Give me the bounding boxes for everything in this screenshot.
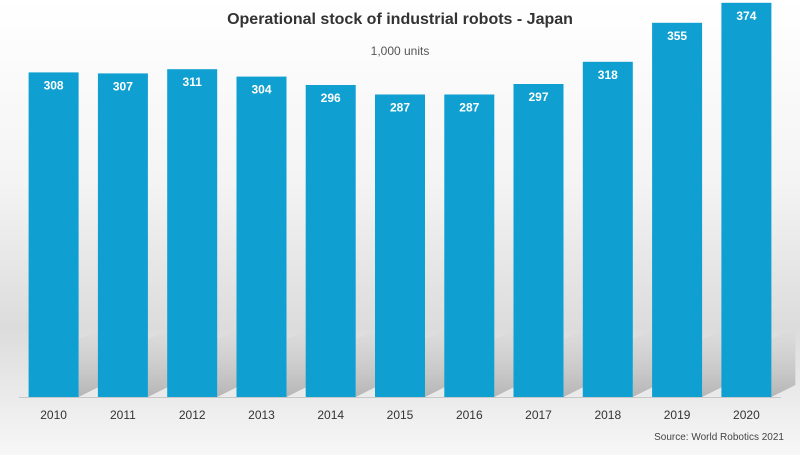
bar-2017: [513, 84, 564, 397]
bar-shadow: [78, 329, 103, 397]
chart-title: Operational stock of industrial robots -…: [227, 11, 573, 28]
bar-shadow: [771, 329, 796, 397]
bar-shadow: [355, 329, 380, 397]
chart-subtitle: 1,000 units: [370, 44, 430, 58]
bar-shadow: [425, 329, 449, 397]
x-tick-label-2020: 2020: [733, 408, 760, 422]
data-label-2010: 308: [44, 78, 64, 92]
bar-2014: [305, 85, 356, 397]
bar-2018: [582, 61, 633, 398]
data-label-2014: 296: [321, 91, 341, 105]
x-tick-label-2015: 2015: [387, 408, 414, 422]
data-label-2017: 297: [528, 90, 548, 104]
x-tick-label-2010: 2010: [40, 408, 67, 422]
x-tick-label-2014: 2014: [317, 408, 344, 422]
x-tick-label-2019: 2019: [664, 408, 691, 422]
bar-shadow: [494, 329, 519, 397]
bar-shadow: [147, 329, 172, 397]
bar-2016: [444, 94, 495, 397]
bar-2010: [28, 72, 79, 398]
data-label-2020: 374: [736, 9, 756, 23]
bar-shadow: [286, 329, 311, 397]
data-label-2019: 355: [667, 29, 687, 43]
data-label-2016: 287: [459, 101, 479, 115]
data-label-2018: 318: [598, 68, 618, 82]
bar-2012: [167, 69, 218, 397]
bar-shadow: [563, 329, 588, 397]
x-tick-label-2011: 2011: [110, 408, 136, 422]
bar-2015: [375, 94, 425, 397]
x-tick-label-2013: 2013: [248, 408, 275, 422]
bar-2019: [652, 22, 703, 398]
source-note: Source: World Robotics 2021: [654, 432, 784, 443]
bar-2013: [236, 76, 287, 397]
bar-2011: [97, 73, 148, 398]
bar-2020: [721, 2, 772, 398]
x-tick-label-2017: 2017: [525, 408, 552, 422]
data-label-2011: 307: [113, 79, 133, 93]
bar-shadow: [632, 329, 657, 397]
data-label-2013: 304: [251, 83, 271, 97]
data-label-2015: 287: [390, 101, 410, 115]
bar-shadow: [217, 329, 242, 397]
x-tick-label-2018: 2018: [594, 408, 621, 422]
data-label-2012: 311: [183, 75, 203, 89]
x-tick-label-2016: 2016: [456, 408, 483, 422]
x-tick-label-2012: 2012: [179, 408, 206, 422]
bar-shadow: [702, 329, 727, 397]
